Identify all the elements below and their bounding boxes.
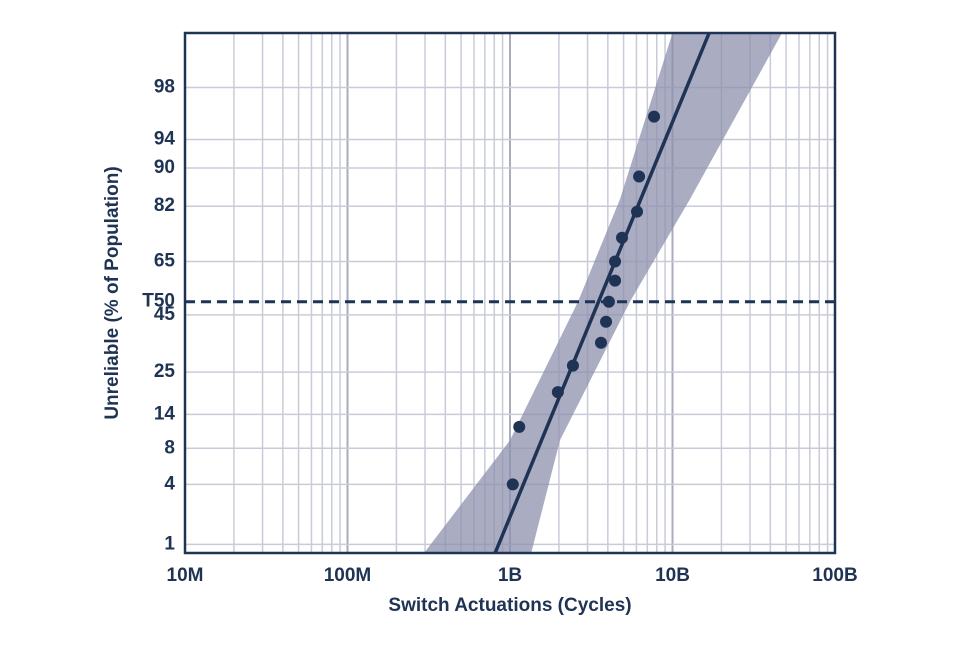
- x-tick-label: 100M: [324, 565, 372, 586]
- y-axis-label: Unreliable (% of Population): [102, 166, 123, 419]
- y-tick-label: 90: [154, 157, 175, 178]
- x-tick-label: 100B: [812, 565, 857, 586]
- y-tick-label: 1: [164, 533, 175, 554]
- y-tick-label: 4: [164, 473, 175, 494]
- y-tick-label: 98: [154, 76, 175, 97]
- data-point: [506, 478, 519, 491]
- fit-line: [493, 32, 711, 554]
- data-point: [631, 205, 644, 218]
- y-tick-label: 94: [154, 129, 176, 150]
- plot-frame: [183, 31, 837, 555]
- y-tick-label: 25: [154, 361, 176, 382]
- data-point: [600, 315, 613, 328]
- y-tick-label: 14: [154, 403, 176, 424]
- y-tick-label: 65: [154, 251, 176, 272]
- x-tick-label: 1B: [498, 565, 522, 586]
- data-point: [602, 295, 615, 308]
- data-point: [513, 420, 526, 433]
- data-point: [594, 336, 607, 349]
- data-point: [648, 110, 661, 123]
- x-tick-label: 10B: [655, 565, 690, 586]
- y-tick-label: 45: [154, 304, 176, 325]
- data-point: [566, 359, 579, 372]
- x-axis-label: Switch Actuations (Cycles): [388, 595, 631, 616]
- y-tick-label: 82: [154, 195, 175, 216]
- data-point: [609, 255, 622, 268]
- data-point: [633, 170, 646, 183]
- data-point: [609, 274, 622, 287]
- y-tick-label: 8: [164, 437, 175, 458]
- x-tick-label: 10M: [167, 565, 204, 586]
- y-tick-label: T50: [142, 291, 175, 312]
- data-point: [616, 231, 629, 244]
- data-point: [551, 386, 564, 399]
